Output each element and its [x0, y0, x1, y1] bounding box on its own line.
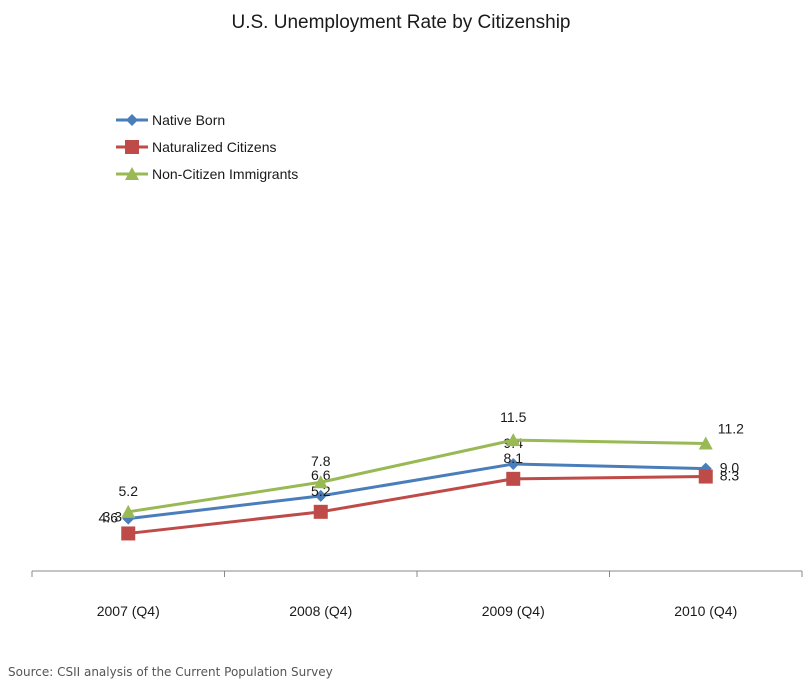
legend-item-non-citizen-immigrants: Non-Citizen Immigrants: [116, 166, 298, 182]
legend-label-native-born: Native Born: [152, 112, 225, 128]
x-tick-label: 2008 (Q4): [289, 603, 352, 619]
x-tick-label: 2007 (Q4): [97, 603, 160, 619]
source-note: Source: CSII analysis of the Current Pop…: [8, 665, 333, 679]
series-native-born: 4.66.69.49.0: [99, 435, 740, 526]
legend: Native Born Naturalized Citizens Non-Citiz…: [116, 112, 298, 182]
data-label-non-citizen-immigrants: 7.8: [311, 453, 331, 469]
data-label-non-citizen-immigrants: 11.5: [500, 409, 526, 425]
data-point-naturalized-citizens: [698, 469, 713, 484]
data-label-naturalized-citizens: 3.3: [103, 508, 123, 524]
legend-item-native-born: Native Born: [116, 112, 225, 128]
series-line-native-born: [128, 462, 706, 521]
x-tick-label: 2010 (Q4): [674, 603, 737, 619]
x-tick-label: 2009 (Q4): [482, 603, 545, 619]
data-point-non-citizen-immigrants: [313, 475, 328, 489]
data-point-non-citizen-immigrants: [698, 436, 713, 450]
data-label-native-born: 4.6: [99, 510, 119, 526]
data-point-native-born: [314, 489, 327, 502]
data-point-naturalized-citizens: [313, 504, 328, 519]
data-label-naturalized-citizens: 8.1: [504, 450, 524, 466]
series-non-citizen-immigrants: 5.2 7.8 11.5 11.2: [119, 409, 744, 518]
legend-marker-native-born: [126, 114, 138, 126]
data-point-non-citizen-immigrants: [506, 433, 521, 447]
legend-label-non-citizen-immigrants: Non-Citizen Immigrants: [152, 166, 298, 182]
data-point-naturalized-citizens: [506, 471, 521, 486]
data-label-native-born: 9.0: [720, 460, 740, 476]
data-point-native-born: [507, 458, 520, 471]
series-line-non-citizen-immigrants: [128, 438, 706, 514]
legend-label-naturalized-citizens: Naturalized Citizens: [152, 139, 277, 155]
data-label-native-born: 6.6: [311, 467, 331, 483]
data-label-naturalized-citizens: 8.3: [720, 468, 740, 484]
data-label-non-citizen-immigrants: 11.2: [718, 421, 744, 437]
x-axis-ticks: 2007 (Q4) 2008 (Q4) 2009 (Q4) 2010 (Q4): [31, 571, 803, 619]
series-naturalized-citizens: 3.3 5.2 8.1 8.3: [103, 450, 740, 541]
legend-marker-non-citizen-immigrants: [125, 167, 139, 180]
data-point-non-citizen-immigrants: [121, 504, 136, 518]
series-line-naturalized-citizens: [128, 475, 706, 535]
legend-item-naturalized-citizens: Naturalized Citizens: [116, 139, 277, 155]
legend-marker-naturalized-citizens: [125, 140, 139, 154]
data-label-non-citizen-immigrants: 5.2: [119, 483, 139, 499]
chart-title: U.S. Unemployment Rate by Citizenship: [232, 12, 571, 33]
data-point-naturalized-citizens: [121, 526, 136, 541]
series-layer: 4.66.69.49.03.35.28.18.35.27.811.511.2: [99, 409, 744, 541]
